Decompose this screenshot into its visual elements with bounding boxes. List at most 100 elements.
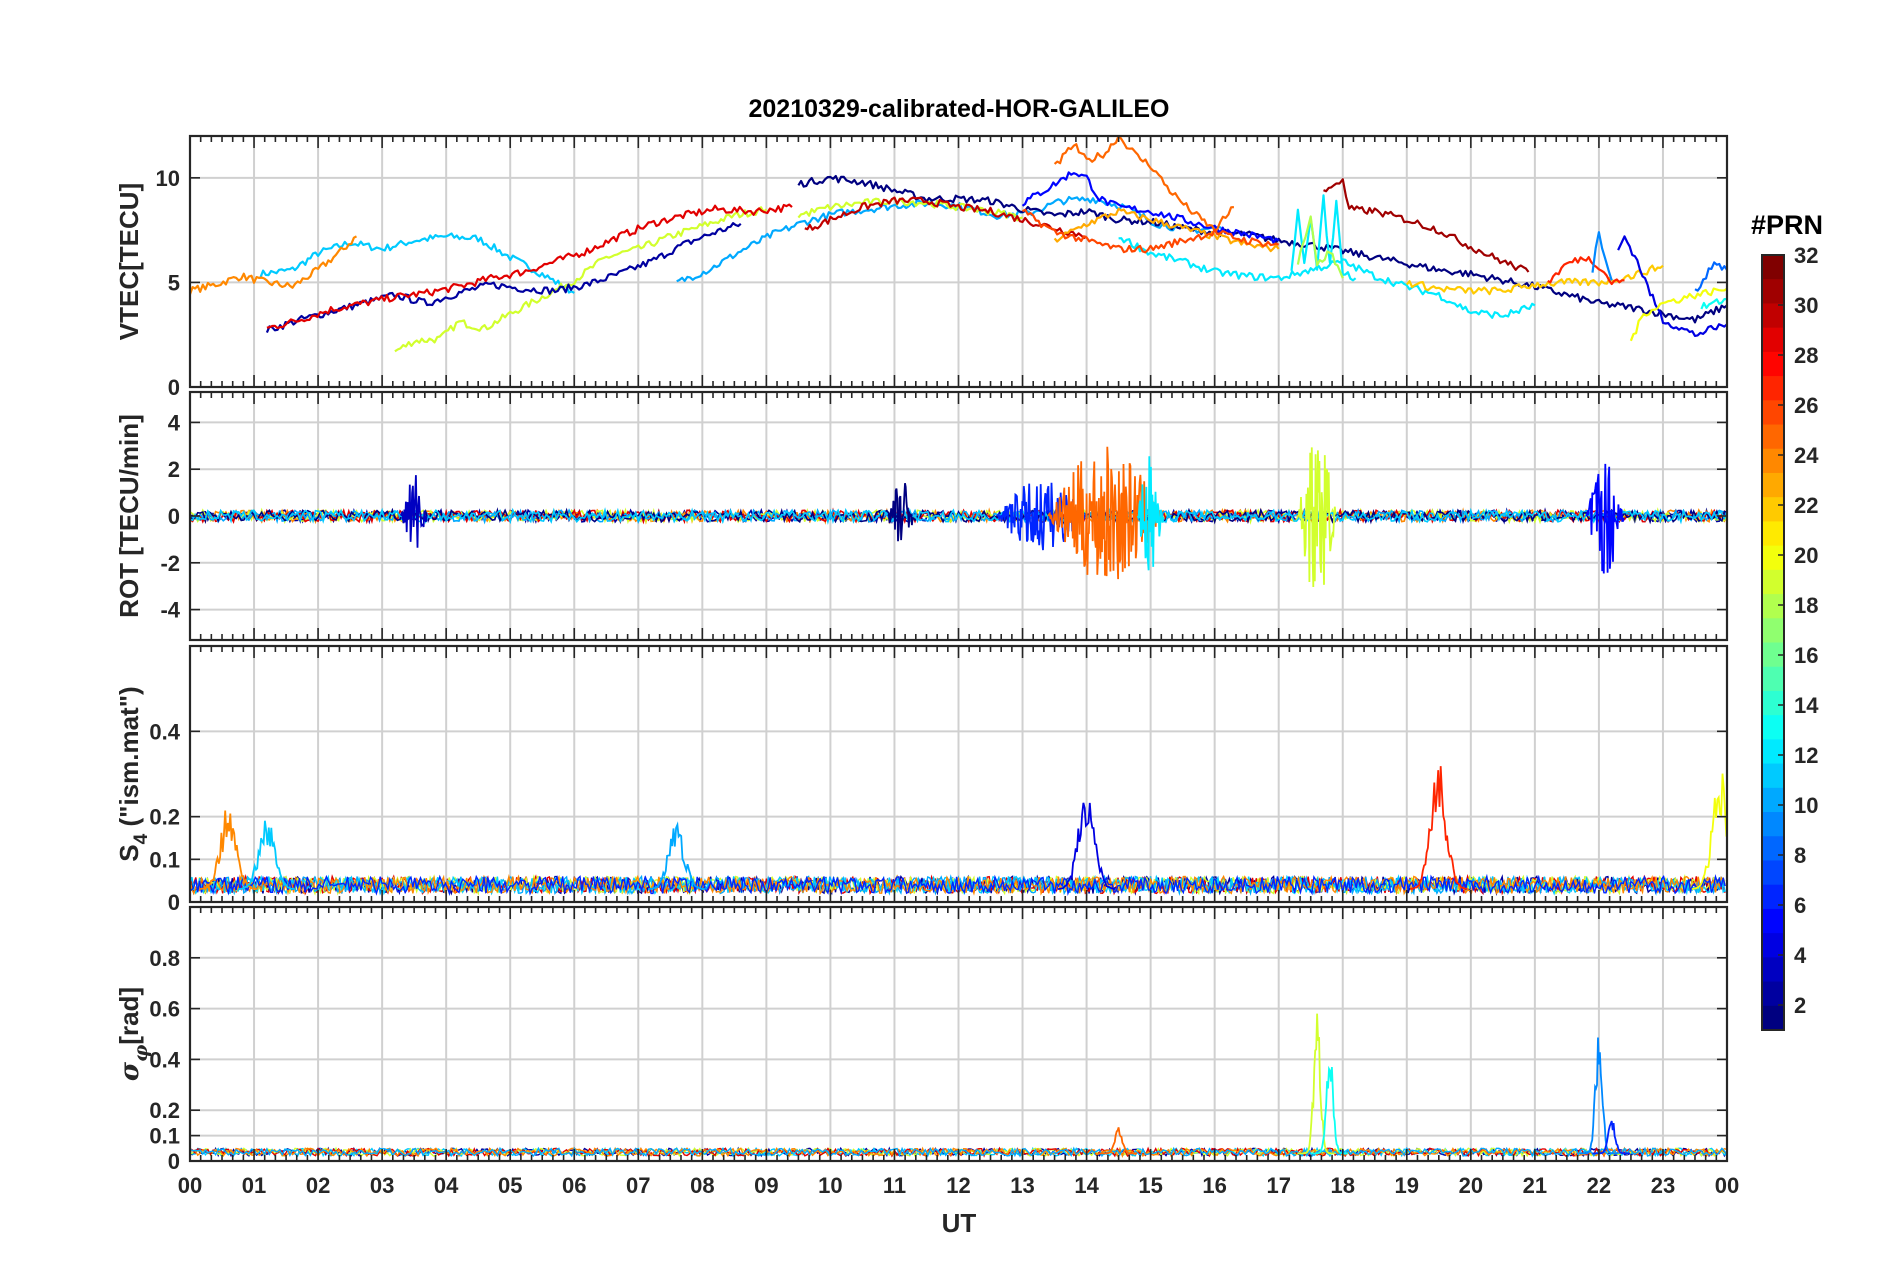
colorbar-swatch [1762,933,1784,958]
y-axis-label-sub: φ [130,1045,152,1062]
colorbar-swatch [1762,763,1784,789]
x-tick-label: 20 [1459,1173,1483,1198]
x-tick-label: 10 [818,1173,842,1198]
colorbar-tick-label: 2 [1794,993,1806,1018]
colorbar-swatch [1762,545,1784,571]
colorbar-tick-label: 32 [1794,243,1818,268]
series-vtec-prn-18-16 [1296,215,1344,279]
series-rot-burst-prn-19 [1297,447,1337,588]
y-axis-label-sigma_phi: σφ[rad] [114,987,152,1081]
x-tick-label: 17 [1266,1173,1290,1198]
y-tick-label: -2 [160,551,180,576]
x-tick-label: 22 [1587,1173,1611,1198]
panel-s4: 00.10.20.4S4 ("ism.mat") [114,644,1729,915]
series-s4-peak-prn-20 [1691,773,1727,890]
y-tick-label: 0 [168,890,180,915]
y-tick-label: 0.2 [149,1098,180,1123]
y-axis-label-sub: 4 [131,833,152,844]
colorbar-tick-label: 10 [1794,793,1818,818]
series-s4-peak-prn-24 [199,810,256,890]
y-tick-label: 0.4 [149,719,180,744]
y-tick-label: 0 [168,375,180,400]
x-tick-label: 15 [1138,1173,1162,1198]
series-sigma-peak-prn-9 [1579,1037,1618,1155]
colorbar-swatch [1762,327,1784,353]
x-tick-label: 23 [1651,1173,1675,1198]
series-vtec-prn-26-13 [1021,208,1280,254]
x-tick-label: 19 [1395,1173,1419,1198]
series-vtec-prn-1-6 [797,174,1727,324]
series-vtec-prn-19-7 [797,196,1023,222]
panel-sigma_phi: 00.10.2 0.4 0.6 0.8 σφ[rad] [114,905,1729,1174]
series-rot-prn-11 [190,507,1727,525]
colorbar-tick-label: 24 [1794,443,1819,468]
series-vtec-prn-8-22 [1694,261,1727,292]
colorbar-tick-label: 26 [1794,393,1818,418]
series-sigma-peak-prn-25 [1099,1127,1137,1155]
colorbar-swatch [1762,279,1784,305]
colorbar-tick-label: 4 [1794,943,1807,968]
y-axis-label-main: σ [115,1061,145,1081]
colorbar-tick-label: 18 [1794,593,1818,618]
series-vtec-prn-12-15 [1290,194,1357,282]
series-sigma-peak-prn-19 [1297,1013,1336,1155]
series-vtec-prn-27-18 [1547,256,1625,286]
x-tick-label: 02 [306,1173,330,1198]
colorbar-swatch [1762,255,1784,280]
colorbar-swatch [1762,472,1784,498]
series-rot-burst-prn-1 [887,483,915,542]
x-tick-label: 00 [178,1173,202,1198]
x-tick-label: 01 [242,1173,266,1198]
y-tick-label: 5 [168,270,180,295]
series-vtec-prn-9-19 [1591,231,1613,281]
x-tick-label: 00 [1715,1173,1739,1198]
y-tick-label: 0 [168,1149,180,1174]
x-tick-labels: 00 01 02 03 04 05 06 07 08 09 10 11 12 13 14 15 16 17 18 19… [178,1173,1739,1198]
series-s4-peak-prn-11 [237,820,295,890]
colorbar-tick-label: 12 [1794,743,1818,768]
y-tick-label: 0.4 [149,1047,180,1072]
panel-vtec-frame [188,134,1729,389]
series-s4-peak-prn-10 [647,821,706,890]
panel-sigma_phi-frame [188,905,1729,1163]
colorbar-tick-label: 8 [1794,843,1806,868]
colorbar-frame [1761,254,1785,1031]
y-axis-label-s4: S4 ("ism.mat") [114,686,152,861]
y-tick-label: 0.6 [149,997,180,1022]
series-vtec-prn-19-2 [394,206,768,353]
colorbar-swatch [1762,715,1784,740]
series-vtec-prn-13-23 [1700,298,1727,310]
x-tick-label: 09 [754,1173,778,1198]
x-tick-label: 03 [370,1173,394,1198]
y-tick-label: 2 [168,457,180,482]
colorbar-tick-label: 30 [1794,293,1818,318]
x-tick-label: 12 [946,1173,970,1198]
colorbar-tick-label: 28 [1794,343,1818,368]
colorbar-swatch [1762,884,1784,910]
colorbar-tick-label: 22 [1794,493,1818,518]
series-s4-peak-prn-27 [1409,766,1468,890]
y-tick-label: 0.8 [149,946,180,971]
y-axis-label-vtec: VTEC[TECU] [114,183,144,340]
y-axis-label-rest: ("ism.mat") [114,686,144,833]
series-vtec-prn-20-21 [1629,287,1727,342]
colorbar-swatch [1762,400,1784,426]
x-axis-label: UT [942,1208,977,1238]
y-tick-label: 0.2 [149,805,180,830]
colorbar-tick-label: 16 [1794,643,1818,668]
series-vtec-prn-4-20 [1617,235,1727,337]
x-tick-label: 08 [690,1173,714,1198]
colorbar-swatch [1762,618,1784,644]
series-s4-prn-6 [190,873,1726,897]
series-rot-burst-prn-12 [1136,456,1165,571]
colorbar-swatch [1762,981,1784,1007]
x-tick-label: 16 [1202,1173,1226,1198]
series-vtec-prn-29-4 [266,203,793,330]
chart-title: 20210329-calibrated-HOR-GALILEO [749,95,1170,123]
y-tick-label: 0.1 [149,1124,180,1149]
series-vtec-prn-23-11 [1053,207,1280,253]
x-tick-label: 13 [1010,1173,1034,1198]
